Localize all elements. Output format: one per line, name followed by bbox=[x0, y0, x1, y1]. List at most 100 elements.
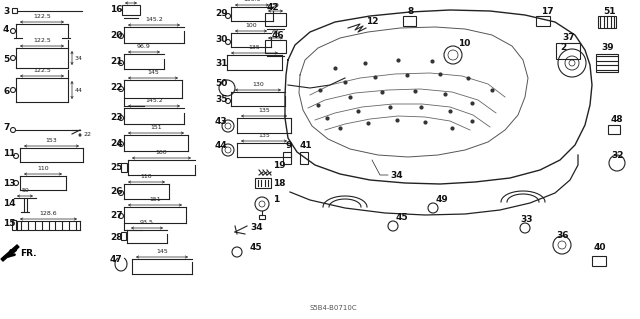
Text: 145: 145 bbox=[156, 249, 168, 254]
Text: 135: 135 bbox=[258, 108, 270, 113]
Text: 22: 22 bbox=[110, 84, 122, 93]
Text: 110: 110 bbox=[141, 174, 152, 179]
Text: 110: 110 bbox=[37, 166, 49, 171]
Text: 9: 9 bbox=[285, 140, 291, 150]
Text: 37: 37 bbox=[562, 33, 575, 42]
Text: 45: 45 bbox=[396, 213, 408, 222]
Text: 122.5: 122.5 bbox=[33, 68, 51, 73]
Text: FR.: FR. bbox=[20, 249, 36, 258]
Text: 16: 16 bbox=[110, 5, 122, 14]
Bar bbox=[12, 220, 16, 230]
Text: 93.5: 93.5 bbox=[140, 220, 154, 225]
Text: 51: 51 bbox=[603, 6, 616, 16]
Text: 50: 50 bbox=[21, 188, 29, 193]
Text: 49: 49 bbox=[436, 196, 449, 204]
Text: 151: 151 bbox=[149, 197, 161, 202]
Text: 44: 44 bbox=[215, 142, 228, 151]
Bar bbox=[255, 178, 271, 188]
Text: 25: 25 bbox=[110, 162, 122, 172]
Bar bbox=[598, 16, 616, 28]
Text: 19: 19 bbox=[273, 161, 285, 170]
Text: 20: 20 bbox=[110, 31, 122, 40]
Text: 151: 151 bbox=[150, 125, 162, 130]
Text: 36: 36 bbox=[556, 231, 568, 240]
Text: 11: 11 bbox=[3, 150, 15, 159]
Polygon shape bbox=[1, 245, 19, 261]
Text: 32: 32 bbox=[611, 151, 623, 160]
Text: 31: 31 bbox=[215, 58, 227, 68]
Bar bbox=[536, 16, 550, 26]
Text: 21: 21 bbox=[110, 57, 122, 66]
Bar bbox=[12, 8, 17, 13]
Text: 130: 130 bbox=[252, 82, 264, 87]
Text: 39: 39 bbox=[601, 43, 614, 53]
Text: 5: 5 bbox=[3, 56, 9, 64]
Text: 34: 34 bbox=[250, 224, 262, 233]
Text: S5B4-B0710C: S5B4-B0710C bbox=[310, 305, 358, 311]
Text: 27: 27 bbox=[110, 211, 123, 219]
Text: 145: 145 bbox=[147, 70, 159, 75]
Text: 34: 34 bbox=[390, 170, 403, 180]
Bar bbox=[592, 256, 606, 266]
Text: 34: 34 bbox=[75, 56, 83, 61]
Text: 50: 50 bbox=[271, 3, 280, 8]
Text: 15: 15 bbox=[3, 219, 15, 228]
Text: 135: 135 bbox=[258, 133, 270, 138]
Bar bbox=[265, 13, 286, 26]
Text: 42: 42 bbox=[267, 4, 280, 12]
Text: 1: 1 bbox=[273, 196, 279, 204]
Text: 128.6: 128.6 bbox=[40, 211, 58, 216]
Text: 13: 13 bbox=[3, 179, 15, 188]
Text: 45: 45 bbox=[250, 243, 262, 253]
Text: 50: 50 bbox=[215, 78, 227, 87]
Text: 3: 3 bbox=[3, 6, 9, 16]
Text: 7: 7 bbox=[3, 123, 10, 132]
Text: 122.5: 122.5 bbox=[33, 38, 51, 43]
Text: 60: 60 bbox=[271, 30, 280, 35]
Bar bbox=[259, 215, 265, 219]
Bar bbox=[121, 232, 126, 240]
Text: 14: 14 bbox=[3, 199, 15, 209]
Text: 145.2: 145.2 bbox=[145, 98, 163, 103]
Text: 29: 29 bbox=[215, 10, 228, 19]
Bar bbox=[121, 163, 127, 172]
Text: 4: 4 bbox=[3, 25, 10, 33]
Text: 44: 44 bbox=[75, 87, 83, 93]
Bar bbox=[596, 54, 618, 72]
Text: 2: 2 bbox=[560, 43, 566, 53]
Text: 48: 48 bbox=[611, 115, 623, 124]
Text: 43: 43 bbox=[215, 117, 228, 127]
Bar bbox=[283, 152, 291, 164]
Text: 22: 22 bbox=[83, 132, 91, 137]
Bar bbox=[403, 16, 416, 26]
Bar bbox=[608, 125, 620, 134]
Text: 46: 46 bbox=[272, 31, 285, 40]
Text: 24: 24 bbox=[110, 138, 123, 147]
Text: 135: 135 bbox=[248, 45, 260, 50]
Text: 47: 47 bbox=[110, 255, 123, 263]
Text: 30: 30 bbox=[215, 35, 227, 44]
Text: 145.2: 145.2 bbox=[145, 17, 163, 22]
Text: 160: 160 bbox=[156, 150, 167, 155]
Text: 6: 6 bbox=[3, 87, 9, 97]
Bar bbox=[265, 40, 286, 53]
Bar bbox=[556, 43, 580, 59]
Text: 18: 18 bbox=[273, 179, 285, 188]
Text: 100.5: 100.5 bbox=[243, 0, 260, 2]
Bar bbox=[122, 5, 140, 15]
Text: 41: 41 bbox=[300, 140, 312, 150]
Text: 40: 40 bbox=[594, 243, 607, 253]
Bar bbox=[300, 152, 308, 164]
Text: 10: 10 bbox=[458, 39, 470, 48]
Text: 100: 100 bbox=[245, 23, 257, 28]
Text: 153: 153 bbox=[45, 138, 58, 143]
Text: 12: 12 bbox=[366, 18, 378, 26]
Text: 96.9: 96.9 bbox=[137, 44, 151, 49]
Text: 8: 8 bbox=[408, 6, 414, 16]
Text: 33: 33 bbox=[520, 216, 532, 225]
Text: 23: 23 bbox=[110, 113, 122, 122]
Text: 26: 26 bbox=[110, 188, 122, 197]
Text: 35: 35 bbox=[215, 94, 227, 103]
Text: 28: 28 bbox=[110, 233, 122, 241]
Text: 17: 17 bbox=[541, 6, 554, 16]
